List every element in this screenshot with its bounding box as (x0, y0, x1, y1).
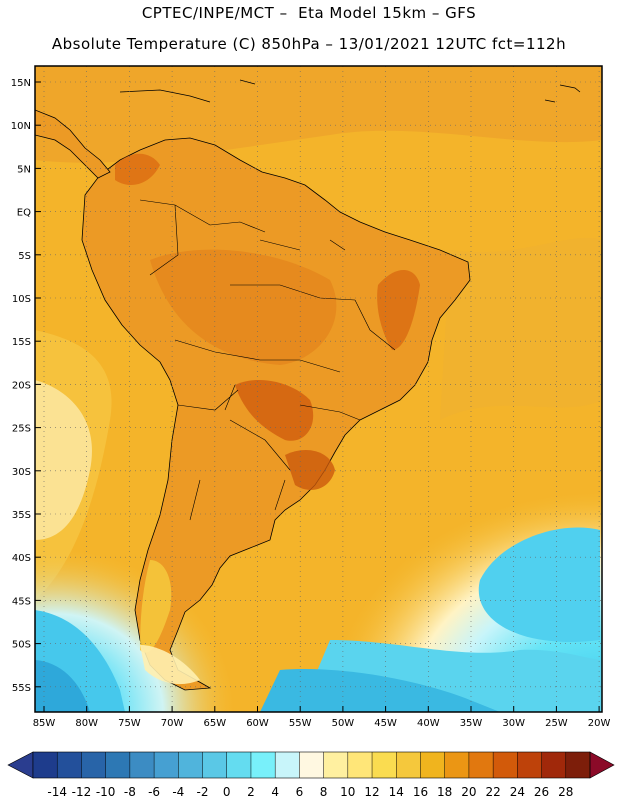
colorbar-swatch (323, 752, 349, 778)
lat-label: 35S (12, 510, 31, 521)
lat-label: EQ (17, 208, 31, 219)
lat-label: 15S (12, 337, 31, 348)
lon-label: 25W (545, 718, 568, 729)
colorbar: -14 -12 -10 -8 -6 -4 -2 0 2 4 6 8 10 12 14 16 18 20 22 24 26… (7, 751, 615, 799)
colorbar-swatch (57, 752, 82, 778)
colorbar-label: 26 (534, 785, 549, 799)
colorbar-label: 10 (340, 785, 355, 799)
colorbar-swatch (541, 752, 567, 778)
colorbar-label: -6 (148, 785, 160, 799)
warm-north-band (35, 66, 602, 163)
central-america (35, 109, 111, 179)
colorbar-label: -4 (172, 785, 184, 799)
lat-label: 15N (11, 78, 31, 89)
colorbar-swatch (396, 752, 421, 778)
cold-southwest-deep (35, 660, 90, 712)
cold-south-band2 (260, 669, 500, 712)
lon-label: 20W (588, 718, 611, 729)
colorbar-label: -8 (124, 785, 136, 799)
colorbar-swatch (226, 752, 252, 778)
colorbar-swatch (81, 752, 106, 778)
map-title: CPTEC/INPE/MCT – Eta Model 15km – GFS (141, 4, 477, 22)
colorbar-label: -14 (47, 785, 67, 799)
colorbar-swatch (154, 752, 179, 778)
yellow-west-ocean (35, 330, 112, 600)
lon-label: 40W (417, 718, 440, 729)
colorbar-swatch (105, 752, 131, 778)
colorbar-swatch (250, 752, 276, 778)
lat-label: 10S (12, 294, 31, 305)
hot-spot-chaco (235, 380, 314, 441)
lon-label: 85W (33, 718, 56, 729)
lon-label: 50W (332, 718, 355, 729)
colorbar-label: 6 (296, 785, 304, 799)
colorbar-label: 12 (364, 785, 379, 799)
lon-label: 70W (161, 718, 184, 729)
colorbar-label: -10 (96, 785, 116, 799)
cool-andes-south (140, 560, 172, 653)
colorbar-high-arrow (589, 751, 615, 779)
colorbar-swatch (275, 752, 300, 778)
lat-label: 50S (12, 640, 31, 651)
colorbar-swatch (347, 752, 373, 778)
cold-southeast-core (478, 527, 600, 642)
colorbar-label: 18 (437, 785, 452, 799)
lon-label: 35W (460, 718, 483, 729)
axis-ticks: 15N 10N 5N EQ 5S 10S 15S 20S 25S 30S 35S 40S 45S 50S 5… (11, 78, 611, 729)
colorbar-swatch (565, 752, 591, 778)
lon-label: 45W (374, 718, 397, 729)
colorbar-label: 28 (558, 785, 573, 799)
colorbar-label: 16 (413, 785, 428, 799)
colorbar-low-arrow (7, 751, 34, 779)
warm-interior (150, 249, 337, 365)
lat-label: 20S (12, 380, 31, 391)
colorbar-label: -12 (72, 785, 92, 799)
colorbar-swatch (493, 752, 518, 778)
colorbar-label: 2 (247, 785, 255, 799)
colorbar-swatch (202, 752, 228, 778)
colorbar-label: 8 (320, 785, 328, 799)
colorbar-label: 22 (485, 785, 500, 799)
colorbar-swatch (299, 752, 324, 778)
lon-label: 80W (75, 718, 98, 729)
colorbar-swatch (33, 752, 58, 778)
lon-label: 65W (203, 718, 226, 729)
lat-label: 5N (17, 164, 31, 175)
colorbar-label: 0 (223, 785, 231, 799)
hot-spot-north (115, 153, 160, 185)
lat-label: 45S (12, 596, 31, 607)
lon-label: 75W (118, 718, 141, 729)
lon-label: 60W (246, 718, 269, 729)
colorbar-swatch (468, 752, 494, 778)
colorbar-label: 14 (389, 785, 404, 799)
colorbar-label: 4 (271, 785, 279, 799)
colorbar-label: 20 (461, 785, 476, 799)
lat-label: 25S (12, 424, 31, 435)
map-subtitle: Absolute Temperature (C) 850hPa – 13/01/… (51, 35, 567, 53)
colorbar-swatch (517, 752, 542, 778)
colorbar-swatch (372, 752, 397, 778)
colorbar-swatch (129, 752, 155, 778)
cool-patagonia (140, 645, 200, 685)
lat-label: 30S (12, 467, 31, 478)
lon-label: 30W (502, 718, 525, 729)
colorbar-swatch (420, 752, 445, 778)
hot-spot-south-brazil (285, 450, 335, 490)
colorbar-label: -2 (197, 785, 209, 799)
lat-label: 40S (12, 553, 31, 564)
lat-label: 10N (11, 121, 31, 132)
map-frame (34, 65, 603, 713)
lon-label: 55W (289, 718, 312, 729)
hot-spot-northeast (377, 270, 420, 350)
lat-label: 5S (18, 251, 31, 262)
colorbar-swatch (444, 752, 470, 778)
colorbar-label: 24 (510, 785, 525, 799)
lat-label: 55S (12, 683, 31, 694)
northern-islands (119, 79, 581, 103)
colorbar-swatch (178, 752, 203, 778)
warm-east-band (440, 237, 602, 420)
